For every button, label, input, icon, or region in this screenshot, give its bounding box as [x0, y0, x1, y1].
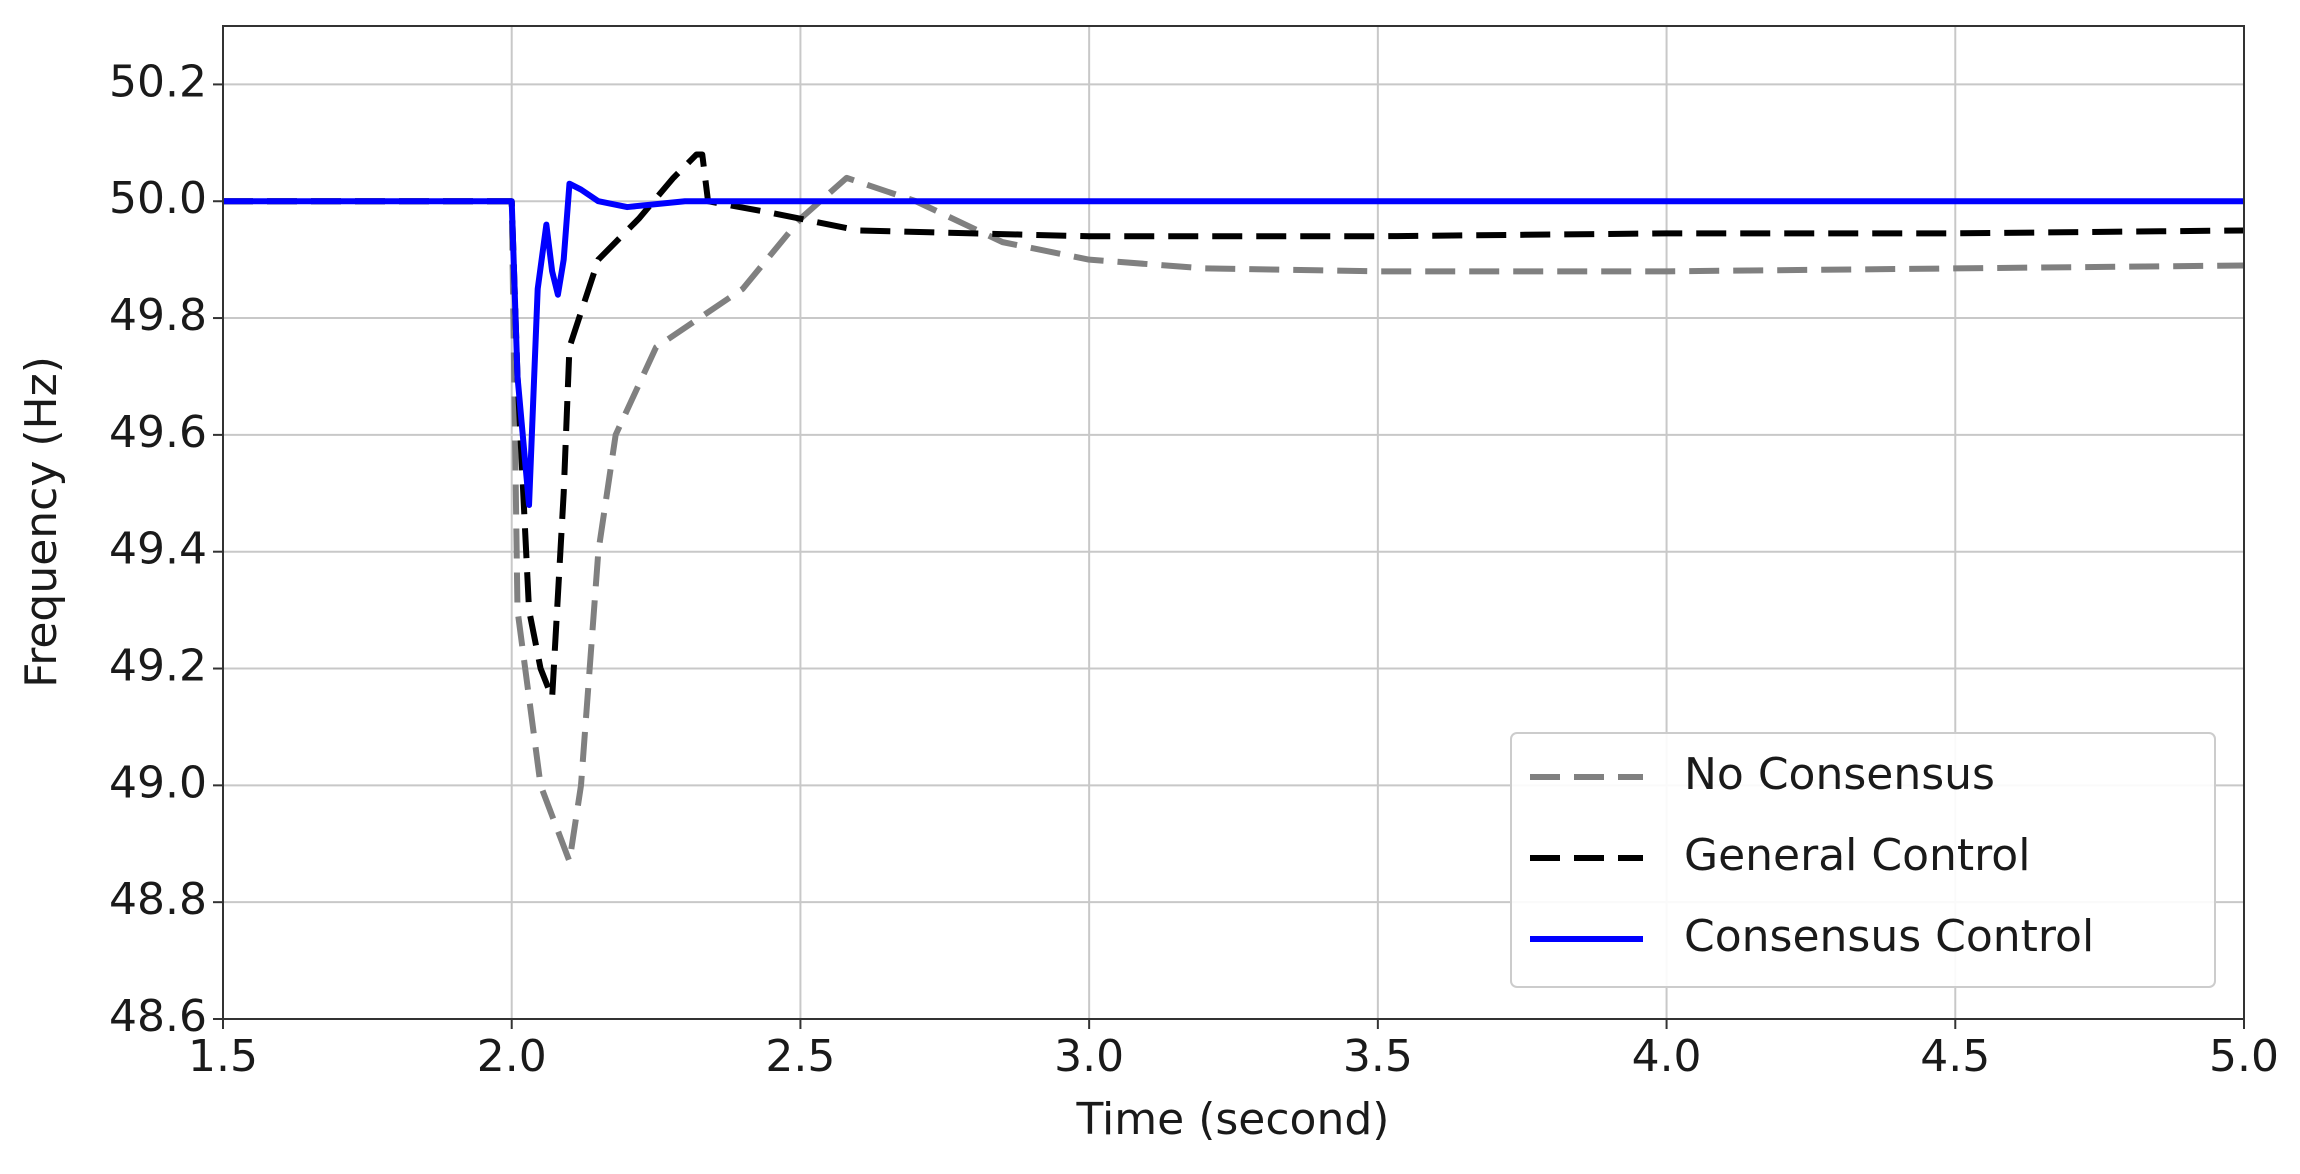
series-line	[223, 151, 2244, 701]
plot-frame	[222, 25, 2245, 1020]
x-tick-label: 4.0	[1632, 1031, 1702, 1082]
legend-box	[1510, 732, 2216, 988]
y-tick-label: 49.6	[109, 407, 207, 458]
y-tick-label: 48.6	[109, 991, 207, 1042]
y-tick-label: 50.2	[109, 56, 207, 107]
y-tick-label: 49.2	[109, 641, 207, 692]
x-tick-label: 2.0	[477, 1031, 547, 1082]
legend-label: No Consensus	[1684, 749, 1995, 800]
x-tick-label: 3.5	[1343, 1031, 1413, 1082]
series-line	[223, 174, 2244, 865]
x-tick-label: 5.0	[2209, 1031, 2279, 1082]
y-tick-label: 49.8	[109, 290, 207, 341]
x-tick-label: 2.5	[765, 1031, 835, 1082]
y-tick-label: 50.0	[109, 173, 207, 224]
y-tick-label: 48.8	[109, 874, 207, 925]
y-tick-label: 49.0	[109, 757, 207, 808]
legend-label: Consensus Control	[1684, 911, 2094, 962]
x-tick-label: 3.0	[1054, 1031, 1124, 1082]
y-tick-label: 49.4	[109, 524, 207, 575]
series-line	[223, 180, 2244, 508]
x-axis-label: Time (second)	[1076, 1094, 1390, 1145]
x-tick-label: 1.5	[188, 1031, 258, 1082]
legend-label: General Control	[1684, 830, 2030, 881]
y-axis-label: Frequency (Hz)	[16, 356, 67, 688]
x-tick-label: 4.5	[1920, 1031, 1990, 1082]
